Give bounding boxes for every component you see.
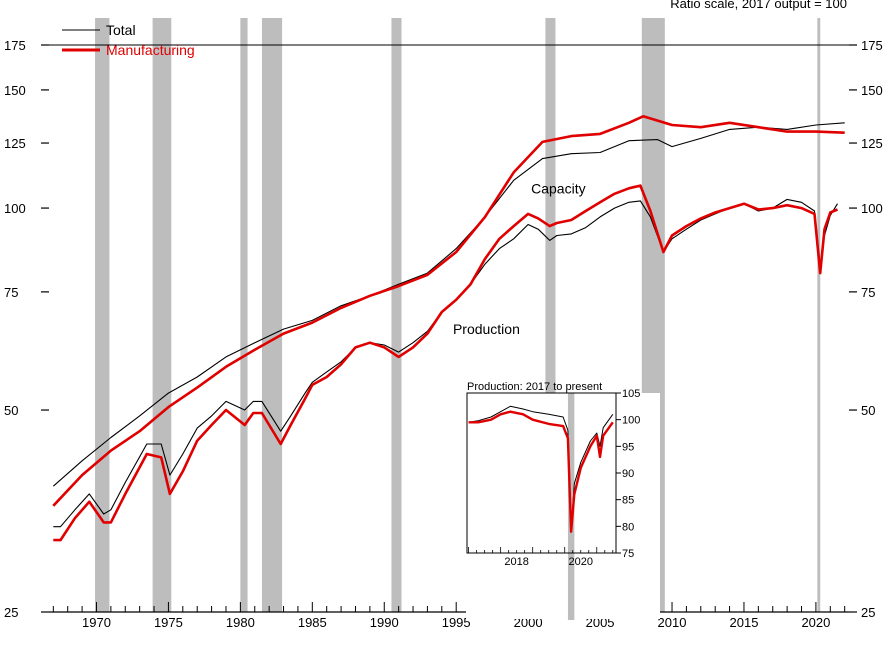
y-tick-label-right-150: 150 (861, 83, 883, 98)
recession-band (817, 18, 821, 612)
y-tick-label-right-75: 75 (861, 285, 875, 300)
y-tick-label-left-25: 25 (4, 605, 18, 620)
inset-series-lines (468, 405, 614, 533)
x-axis-ticks: 1970 1975 1980 1985 1990 1995 2000 2005 2010 2015… (52, 602, 846, 630)
scale-note: Ratio scale, 2017 output = 100 (670, 0, 847, 11)
inset-y-tick-label-90: 90 (622, 468, 634, 480)
annotation-capacity: Capacity (531, 180, 585, 196)
inset-x-tick-label-2018: 2018 (504, 556, 528, 568)
y-axis-ticks: 25 25 50 50 75 75 100 100 125 125 150 150 175 175 (4, 38, 883, 620)
inset-y-tick-label-95: 95 (622, 441, 634, 453)
inset-y-tick-label-75: 75 (622, 548, 634, 560)
y-tick-label-right-125: 125 (861, 136, 883, 151)
x-tick-label-2010: 2010 (658, 615, 687, 630)
series-lines (52, 115, 845, 542)
x-tick-label-1980: 1980 (226, 615, 255, 630)
x-tick-label-1975: 1975 (154, 615, 183, 630)
line-total-capacity (52, 122, 845, 487)
recession-band (95, 18, 110, 612)
legend: Total Manufacturing (62, 22, 195, 58)
inset-y-tick-label-100: 100 (622, 415, 640, 427)
inset-y-tick-label-105: 105 (622, 388, 640, 400)
legend-label-total: Total (106, 22, 136, 38)
y-tick-label-left-75: 75 (4, 285, 18, 300)
inset-axis-ticks: 75 80 85 90 95 100 105 2018 2020 (468, 388, 640, 568)
y-tick-label-right-25: 25 (861, 605, 875, 620)
annotation-production: Production (453, 321, 520, 337)
inset-y-tick-label-80: 80 (622, 521, 634, 533)
recession-bands (95, 18, 821, 612)
inset-x-tick-label-2020: 2020 (569, 556, 593, 568)
line-manufacturing-production (53, 184, 838, 542)
y-tick-label-left-125: 125 (4, 136, 26, 151)
inset-chart: Production: 2017 to present 75 80 85 90 95 10… (466, 381, 660, 620)
recession-band (545, 18, 556, 612)
x-tick-label-1970: 1970 (82, 615, 111, 630)
y-tick-label-left-150: 150 (4, 83, 26, 98)
y-tick-label-right-175: 175 (861, 38, 883, 53)
y-tick-label-right-100: 100 (861, 201, 883, 216)
line-manufacturing-capacity (52, 115, 845, 507)
x-tick-label-1985: 1985 (298, 615, 327, 630)
y-tick-label-left-175: 175 (4, 38, 26, 53)
inset-background (466, 393, 660, 619)
x-tick-label-2015: 2015 (730, 615, 759, 630)
recession-band (391, 18, 402, 612)
inset-title: Production: 2017 to present (467, 381, 602, 393)
x-tick-label-1995: 1995 (442, 615, 471, 630)
legend-label-manufacturing: Manufacturing (106, 42, 195, 58)
recession-band (152, 18, 172, 612)
inset-y-tick-label-85: 85 (622, 495, 634, 507)
y-tick-label-left-50: 50 (4, 403, 18, 418)
y-tick-label-right-50: 50 (861, 403, 875, 418)
recession-band (261, 18, 283, 612)
y-tick-label-left-100: 100 (4, 201, 26, 216)
x-tick-label-1990: 1990 (370, 615, 399, 630)
inset-line-manufacturing (468, 410, 614, 533)
recession-band (240, 18, 248, 612)
x-tick-label-2020: 2020 (801, 615, 830, 630)
